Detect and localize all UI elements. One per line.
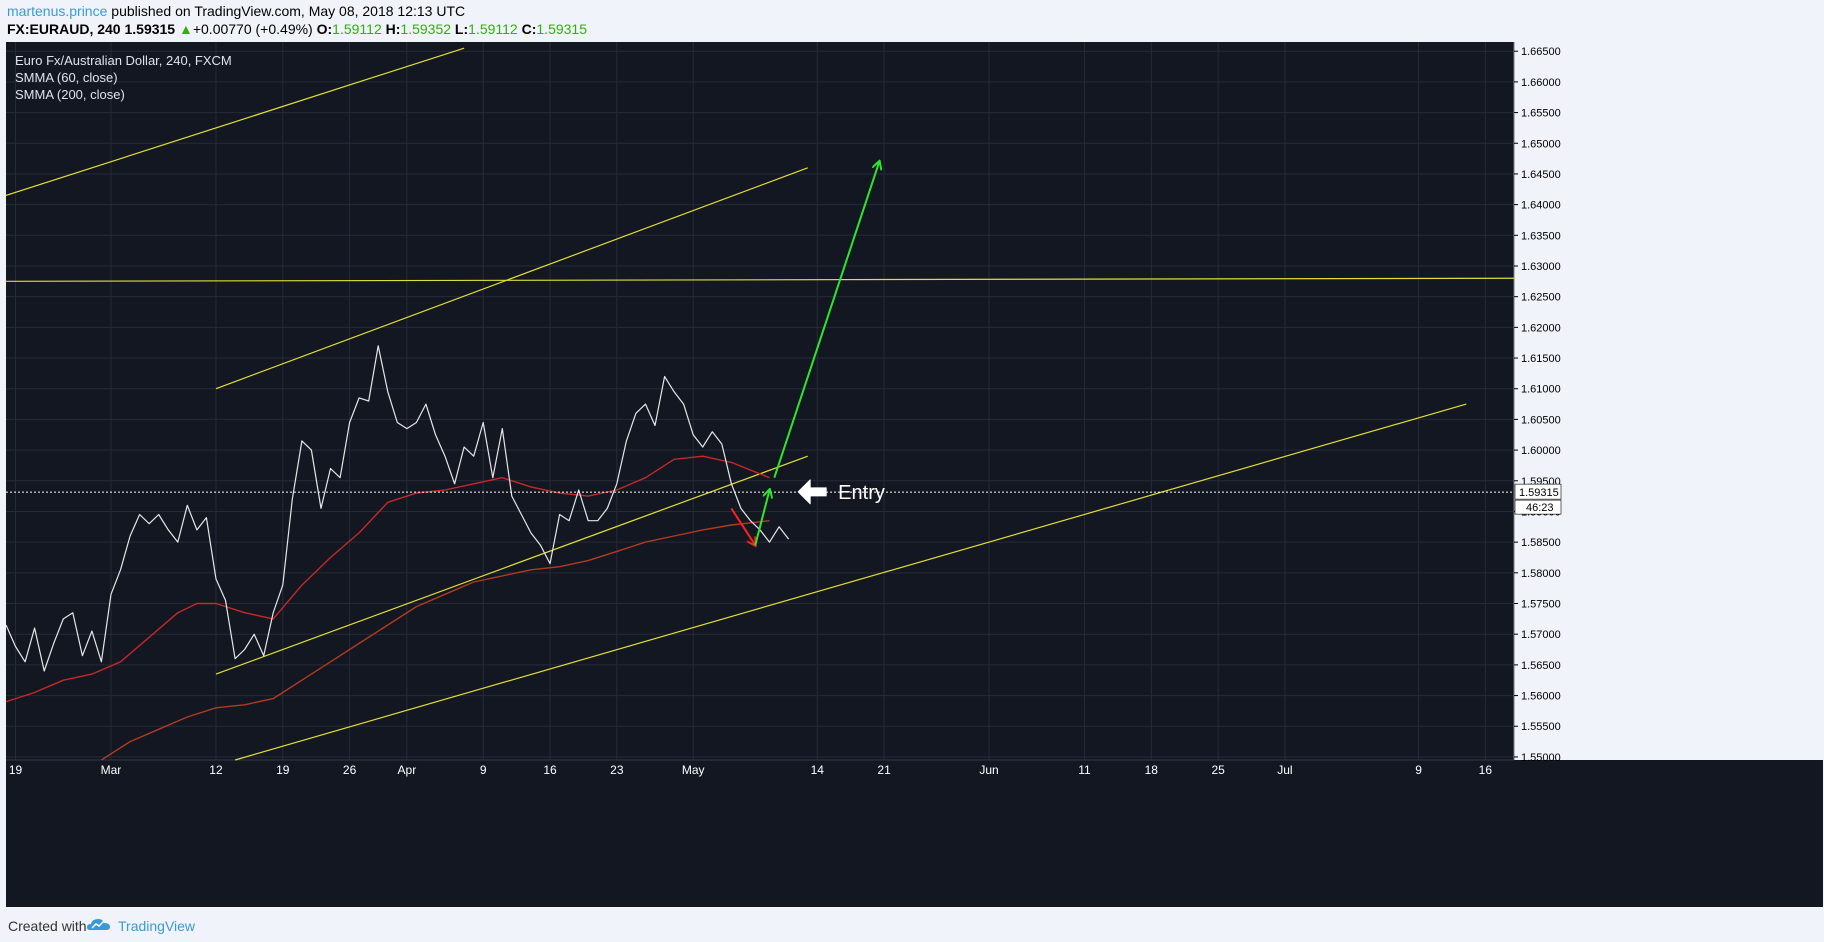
current-price-tag xyxy=(1514,483,1562,500)
x-tick-label-14: 18 xyxy=(1145,763,1159,777)
y-tick-label-19: 1.57000 xyxy=(1521,629,1561,641)
footer-bar: Created with TradingView xyxy=(0,907,1824,942)
x-tick-label-1: Mar xyxy=(101,763,122,777)
entry-marker: Entry xyxy=(797,479,885,505)
legend-smma200[interactable]: SMMA (200, close) xyxy=(15,87,125,102)
x-tick-label-10: 14 xyxy=(811,763,825,777)
author-link[interactable]: martenus.prince xyxy=(7,3,108,19)
symbol-label: FX:EURAUD, 240 xyxy=(7,21,121,37)
x-tick-label-7: 16 xyxy=(543,763,557,777)
y-tick-label-9: 1.62000 xyxy=(1521,322,1561,334)
chart-legend: Euro Fx/Australian Dollar, 240, FXCM SMM… xyxy=(15,52,232,103)
y-tick-label-3: 1.65000 xyxy=(1521,138,1561,150)
y-tick-label-13: 1.60000 xyxy=(1521,445,1561,457)
x-tick-label-0: 19 xyxy=(9,763,23,777)
y-tick-label-20: 1.56500 xyxy=(1521,660,1561,672)
legend-title: Euro Fx/Australian Dollar, 240, FXCM xyxy=(15,53,232,68)
price-line xyxy=(6,345,790,672)
countdown-tag xyxy=(1514,499,1562,515)
trendline-4 xyxy=(234,403,1467,761)
high-value: 1.59352 xyxy=(400,21,452,37)
y-tick-label-23: 1.55000 xyxy=(1521,752,1561,764)
y-tick-label-16: 1.58500 xyxy=(1521,537,1561,549)
x-tick-label-9: May xyxy=(682,763,705,777)
smma60-line xyxy=(6,455,770,703)
publish-info: martenus.prince published on TradingView… xyxy=(7,3,465,19)
tradingview-brand-link[interactable]: TradingView xyxy=(118,918,196,934)
x-tick-label-17: 9 xyxy=(1415,763,1422,777)
y-tick-label-0: 1.66500 xyxy=(1521,46,1561,58)
ohlc-bar: FX:EURAUD, 240 1.59315 ▲+0.00770 (+0.49%… xyxy=(7,21,587,37)
arrow-up-1 xyxy=(754,490,769,546)
change-value: +0.00770 (+0.49%) xyxy=(192,21,313,37)
close-value: 1.59315 xyxy=(536,21,587,37)
open-label: O: xyxy=(316,21,333,37)
high-label: H: xyxy=(385,21,401,37)
x-tick-label-12: Jun xyxy=(979,763,998,777)
legend-smma60[interactable]: SMMA (60, close) xyxy=(15,70,118,85)
y-tick-label-18: 1.57500 xyxy=(1521,599,1561,611)
y-tick-label-1: 1.66000 xyxy=(1521,77,1561,89)
y-tick-label-4: 1.64500 xyxy=(1521,169,1561,181)
smma200-line xyxy=(101,520,770,761)
y-tick-label-17: 1.58000 xyxy=(1521,568,1561,580)
open-value: 1.59112 xyxy=(332,21,382,37)
x-tick-label-5: Apr xyxy=(398,763,417,777)
y-tick-label-2: 1.65500 xyxy=(1521,108,1561,120)
x-tick-label-8: 23 xyxy=(610,763,624,777)
up-triangle-icon: ▲ xyxy=(178,21,193,37)
low-value: 1.59112 xyxy=(468,21,518,37)
y-tick-label-5: 1.64000 xyxy=(1521,200,1561,212)
x-tick-label-2: 12 xyxy=(209,763,223,777)
y-tick-label-10: 1.61500 xyxy=(1521,353,1561,365)
current-price-label: 1.59315 xyxy=(1519,487,1559,499)
y-tick-label-7: 1.63000 xyxy=(1521,261,1561,273)
trendline-2 xyxy=(6,277,1515,282)
entry-hand-arrow-icon xyxy=(797,479,827,505)
x-tick-label-16: Jul xyxy=(1277,763,1292,777)
chart-panel[interactable]: 1.66500 1.66000 1.65500 1.65000 1.64500 1.640… xyxy=(6,42,1823,907)
trendline-0 xyxy=(6,47,465,196)
y-tick-label-11: 1.61000 xyxy=(1521,384,1561,396)
trendline-1 xyxy=(215,167,808,390)
x-tick-label-3: 19 xyxy=(276,763,290,777)
y-tick-label-6: 1.63500 xyxy=(1521,230,1561,242)
created-with-text: Created with xyxy=(8,918,87,934)
price-axis-panel xyxy=(1514,42,1823,760)
last-price: 1.59315 xyxy=(124,21,176,37)
y-tick-label-22: 1.55500 xyxy=(1521,721,1561,733)
price-chart[interactable]: 1.66500 1.66000 1.65500 1.65000 1.64500 1.640… xyxy=(6,42,1823,907)
tradingview-cloud-icon[interactable] xyxy=(86,916,112,934)
close-label: C: xyxy=(521,21,537,37)
x-tick-label-6: 9 xyxy=(480,763,487,777)
entry-label: Entry xyxy=(838,482,885,504)
trendline-3 xyxy=(215,455,808,675)
x-tick-label-13: 11 xyxy=(1078,763,1091,777)
countdown-label: 46:23 xyxy=(1526,502,1554,514)
y-tick-label-21: 1.56000 xyxy=(1521,691,1561,703)
x-tick-label-18: 16 xyxy=(1479,763,1493,777)
publish-header: martenus.prince published on TradingView… xyxy=(0,0,1824,40)
x-tick-label-15: 25 xyxy=(1211,763,1225,777)
x-tick-label-4: 26 xyxy=(343,763,357,777)
y-tick-label-12: 1.60500 xyxy=(1521,414,1561,426)
y-tick-label-8: 1.62500 xyxy=(1521,292,1561,304)
low-label: L: xyxy=(454,21,469,37)
publish-text: published on TradingView.com, May 08, 20… xyxy=(107,3,466,19)
x-tick-label-11: 21 xyxy=(877,763,891,777)
arrow-up-2 xyxy=(773,162,879,479)
arrow-down-0 xyxy=(730,507,755,545)
